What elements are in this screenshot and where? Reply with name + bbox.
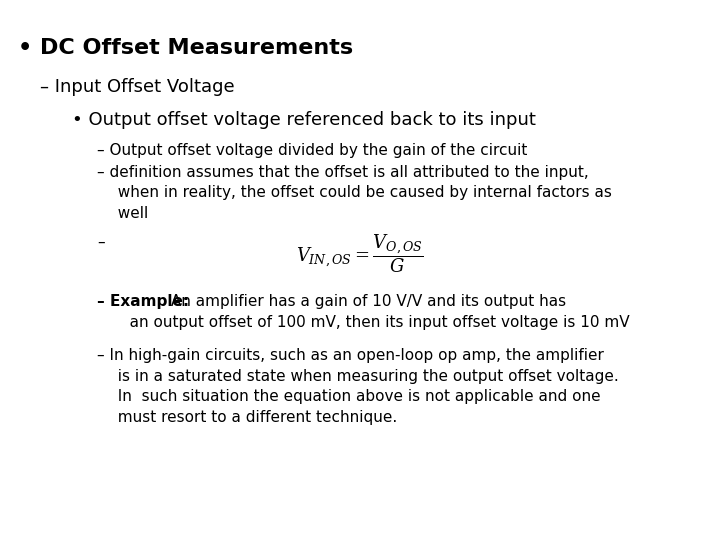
Text: • DC Offset Measurements: • DC Offset Measurements bbox=[18, 38, 353, 58]
Text: – Output offset voltage divided by the gain of the circuit: – Output offset voltage divided by the g… bbox=[97, 143, 528, 158]
Text: –: – bbox=[97, 235, 105, 250]
Text: • Output offset voltage referenced back to its input: • Output offset voltage referenced back … bbox=[72, 111, 536, 129]
Text: In  such situation the equation above is not applicable and one: In such situation the equation above is … bbox=[108, 389, 600, 404]
Text: – Input Offset Voltage: – Input Offset Voltage bbox=[40, 78, 234, 96]
Text: an output offset of 100 mV, then its input offset voltage is 10 mV: an output offset of 100 mV, then its inp… bbox=[115, 315, 630, 330]
Text: An amplifier has a gain of 10 V/V and its output has: An amplifier has a gain of 10 V/V and it… bbox=[166, 294, 566, 309]
Text: – In high-gain circuits, such as an open-loop op amp, the amplifier: – In high-gain circuits, such as an open… bbox=[97, 348, 604, 363]
Text: $V_{IN,OS} = \dfrac{V_{O,OS}}{G}$: $V_{IN,OS} = \dfrac{V_{O,OS}}{G}$ bbox=[296, 232, 424, 275]
Text: well: well bbox=[108, 206, 148, 221]
Text: is in a saturated state when measuring the output offset voltage.: is in a saturated state when measuring t… bbox=[108, 369, 618, 384]
Text: – definition assumes that the offset is all attributed to the input,: – definition assumes that the offset is … bbox=[97, 165, 589, 180]
Text: when in reality, the offset could be caused by internal factors as: when in reality, the offset could be cau… bbox=[108, 185, 612, 200]
Text: must resort to a different technique.: must resort to a different technique. bbox=[108, 410, 397, 425]
Text: – Example:: – Example: bbox=[97, 294, 189, 309]
